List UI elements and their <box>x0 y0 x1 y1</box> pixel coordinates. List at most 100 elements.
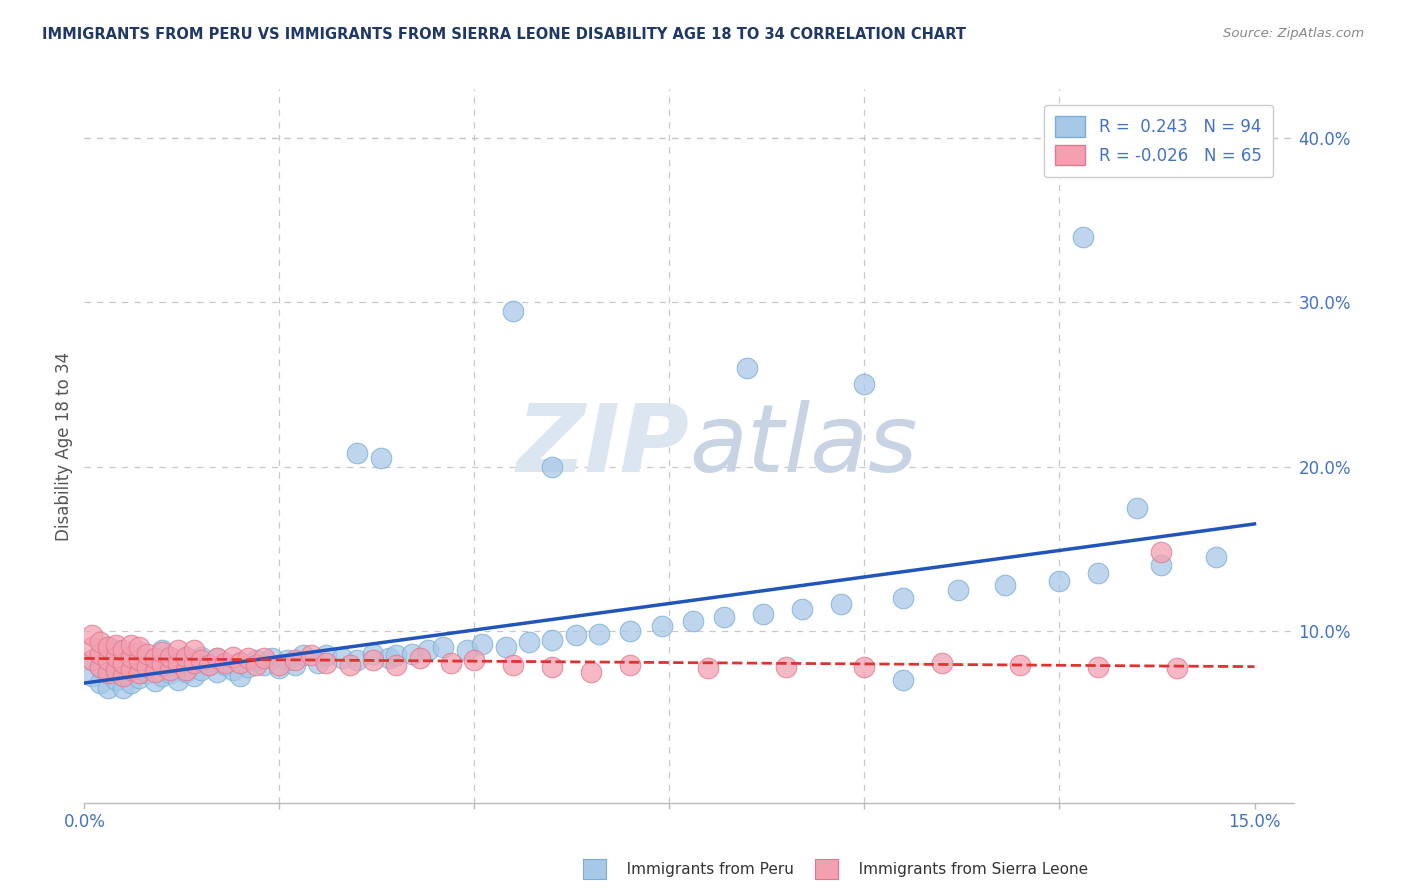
Point <box>104 673 127 687</box>
Point <box>97 665 120 679</box>
Point <box>143 651 166 665</box>
Point <box>97 640 120 654</box>
Point <box>82 653 104 667</box>
Point <box>541 659 564 673</box>
Point <box>120 663 142 677</box>
Point <box>214 658 236 673</box>
Point <box>104 657 127 671</box>
Point <box>790 602 813 616</box>
Point <box>260 651 283 665</box>
Point <box>112 681 135 695</box>
Point <box>588 627 610 641</box>
Point <box>82 640 104 654</box>
Point <box>853 377 876 392</box>
Point <box>565 628 588 642</box>
Point <box>104 663 127 677</box>
Point <box>135 659 157 673</box>
Point <box>120 661 142 675</box>
Point <box>713 610 735 624</box>
Point <box>89 676 111 690</box>
Point <box>752 607 775 622</box>
Point <box>183 669 205 683</box>
Point <box>245 653 267 667</box>
Point <box>346 653 368 667</box>
Point <box>128 640 150 654</box>
Point <box>456 643 478 657</box>
Point <box>619 624 641 638</box>
Point <box>307 657 329 671</box>
Point <box>385 658 408 673</box>
Point <box>82 669 104 683</box>
Point <box>205 665 228 679</box>
Point <box>205 651 228 665</box>
Point <box>89 659 111 673</box>
Point <box>112 647 135 661</box>
Point <box>143 665 166 679</box>
Point <box>167 657 190 671</box>
Point <box>229 655 252 669</box>
Point <box>190 649 212 664</box>
Point <box>89 648 111 662</box>
Point <box>994 577 1017 591</box>
Point <box>97 681 120 695</box>
Text: ZIP: ZIP <box>516 400 689 492</box>
Point <box>432 640 454 654</box>
Point <box>1150 545 1173 559</box>
Point <box>361 653 384 667</box>
Point <box>253 651 276 665</box>
Text: Source: ZipAtlas.com: Source: ZipAtlas.com <box>1223 27 1364 40</box>
Point <box>174 663 197 677</box>
Point <box>150 669 173 683</box>
Point <box>183 655 205 669</box>
Point <box>183 643 205 657</box>
Point <box>1166 661 1188 675</box>
Point <box>517 635 540 649</box>
Point <box>284 653 307 667</box>
Point <box>159 651 181 665</box>
Point <box>581 665 603 679</box>
Point <box>1071 230 1094 244</box>
Point <box>112 668 135 682</box>
Point <box>89 647 111 661</box>
Point <box>269 658 291 673</box>
Point <box>214 657 236 671</box>
Legend: R =  0.243   N = 94, R = -0.026   N = 65: R = 0.243 N = 94, R = -0.026 N = 65 <box>1043 104 1272 177</box>
Point <box>150 658 173 673</box>
Point <box>229 657 252 671</box>
Point <box>775 659 797 673</box>
Point <box>120 638 142 652</box>
Point <box>104 643 127 657</box>
Point <box>946 582 969 597</box>
Text: Immigrants from Sierra Leone: Immigrants from Sierra Leone <box>844 863 1088 877</box>
Point <box>150 643 173 657</box>
Point <box>253 658 276 673</box>
Point <box>651 618 673 632</box>
Point <box>1205 549 1227 564</box>
Point <box>190 663 212 677</box>
Point <box>238 659 260 673</box>
Point <box>502 303 524 318</box>
Point <box>97 640 120 654</box>
Point <box>1150 558 1173 572</box>
Point <box>190 653 212 667</box>
Point <box>238 651 260 665</box>
Point <box>104 638 127 652</box>
Point <box>150 645 173 659</box>
Point <box>112 657 135 671</box>
Point <box>315 657 337 671</box>
Point <box>737 361 759 376</box>
Point <box>174 649 197 664</box>
Point <box>183 657 205 671</box>
Point <box>541 633 564 648</box>
Point <box>682 614 704 628</box>
Point <box>1087 659 1109 673</box>
Point <box>128 666 150 681</box>
Point <box>229 669 252 683</box>
Point <box>346 446 368 460</box>
Point <box>89 635 111 649</box>
Point <box>112 643 135 657</box>
Point <box>495 640 517 654</box>
Point <box>167 658 190 673</box>
Point <box>221 649 243 664</box>
Point <box>1049 574 1071 589</box>
